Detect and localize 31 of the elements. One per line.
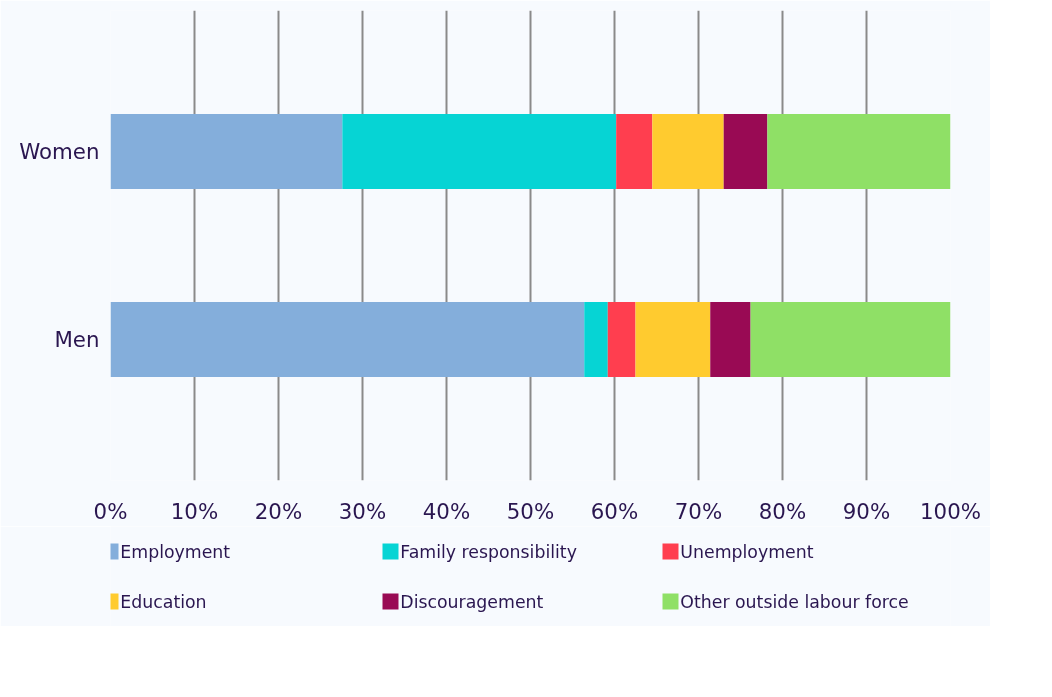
legend-label: Discouragement [400,591,544,612]
x-tick-label: 100% [920,498,981,524]
bar [750,301,951,378]
y-tick-label: Women [19,139,100,164]
x-tick-label: 10% [170,498,219,524]
legend-label: Unemployment [680,541,814,562]
bar [110,301,585,378]
bar [723,113,768,190]
legend-label: Family responsibility [400,541,577,562]
bar [710,301,751,378]
x-tick-label: 40% [422,498,471,524]
bar [584,301,608,378]
bar [652,113,724,190]
bar [767,113,951,190]
legend-label: Employment [120,541,231,562]
x-tick-label: 80% [758,498,807,524]
bar [342,113,617,190]
x-tick-label: 20% [254,498,303,524]
y-tick-label: Men [54,327,100,352]
legend-label: Other outside labour force [680,591,909,612]
x-tick-label: 0% [93,498,128,524]
bar [635,301,711,378]
x-tick-label: 70% [674,498,723,524]
x-tick-label: 60% [590,498,639,524]
legend-label: Education [120,591,207,612]
bar [616,113,653,190]
bar [110,113,343,190]
x-tick-label: 90% [842,498,891,524]
bar [607,301,636,378]
x-tick-label: 50% [506,498,555,524]
x-tick-label: 30% [338,498,387,524]
